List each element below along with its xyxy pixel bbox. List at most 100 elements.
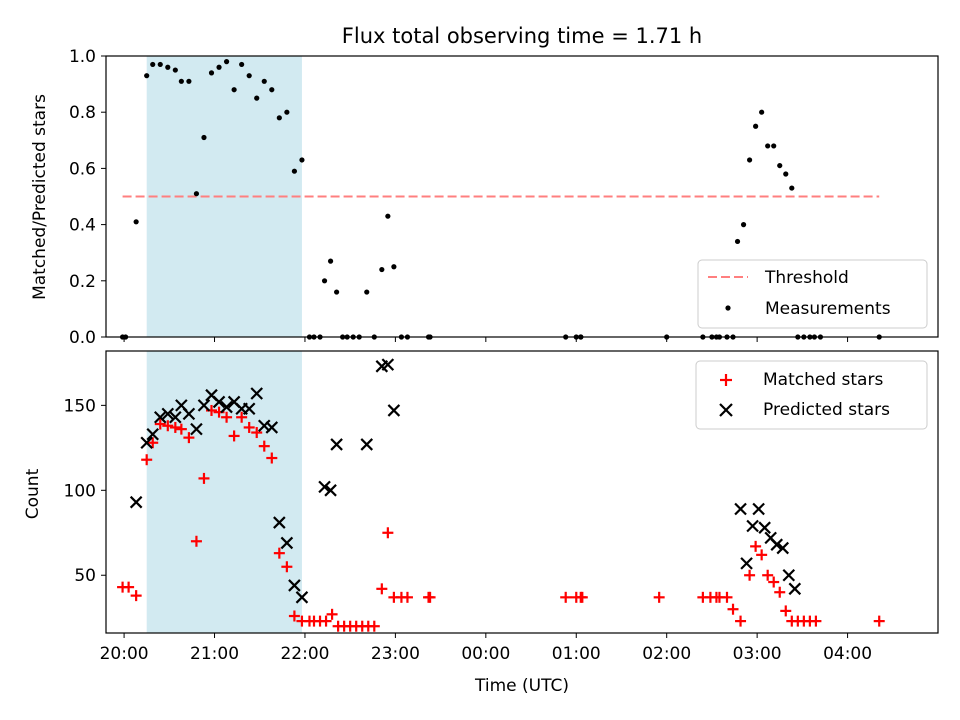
top-y-axis-label: Matched/Predicted stars <box>30 94 50 300</box>
predicted-star-point <box>140 436 153 450</box>
predicted-star-point <box>330 438 343 451</box>
measurement-point <box>364 289 370 295</box>
measurement-point <box>269 87 275 93</box>
matched-star-point <box>273 547 285 559</box>
x-tick-label: 23:00 <box>371 644 420 664</box>
legend-measurements-label: Measurements <box>765 299 891 319</box>
matched-star-point <box>175 423 187 435</box>
bottom-y-tick-label: 100 <box>64 481 96 501</box>
matched-star-point <box>147 437 159 449</box>
x-tick-label: 01:00 <box>552 644 601 664</box>
matched-star-point <box>774 586 786 598</box>
top-x-axis <box>123 337 849 342</box>
matched-star-point <box>560 591 572 603</box>
matched-star-point <box>873 615 885 627</box>
measurement-point <box>157 61 163 68</box>
top-legend: Threshold Measurements <box>697 259 928 329</box>
bottom-y-axis-label: Count <box>23 468 43 519</box>
measurement-point <box>208 70 215 76</box>
measurement-point <box>753 123 759 129</box>
measurement-point <box>740 222 747 228</box>
top-panel: 0.0 0.2 0.4 0.6 0.8 1.0 Matched/Predicted sta… <box>30 47 939 348</box>
measurement-point <box>771 143 777 149</box>
predicted-star-point <box>220 400 233 414</box>
bottom-legend: Matched stars Predicted stars <box>695 360 928 430</box>
predicted-star-point <box>190 422 203 436</box>
measurement-points <box>119 59 882 340</box>
measurement-point <box>783 171 789 177</box>
measurement-point <box>223 59 230 65</box>
matched-star-point <box>243 421 255 433</box>
predicted-star-point <box>295 591 309 604</box>
top-plot-frame <box>105 55 939 338</box>
matched-star-point <box>130 590 142 602</box>
measurement-point <box>321 278 328 284</box>
measurement-point <box>165 64 171 70</box>
measurement-point <box>216 64 222 70</box>
measurement-point <box>254 95 260 101</box>
measurement-point <box>261 78 267 84</box>
measurement-point <box>231 87 237 93</box>
predicted-star-point <box>161 407 175 421</box>
legend-measurements-swatch <box>725 305 731 311</box>
measurement-point <box>276 115 282 121</box>
measurement-point <box>299 157 305 163</box>
measurement-point <box>193 191 200 197</box>
measurement-point <box>734 238 741 245</box>
matched-star-point <box>320 615 332 627</box>
matched-star-point <box>721 591 733 603</box>
matched-star-point <box>401 591 413 603</box>
matched-star-point <box>727 603 739 615</box>
predicted-star-point <box>740 557 753 570</box>
x-tick-label: 02:00 <box>642 644 691 664</box>
matched-star-point <box>221 411 233 423</box>
x-tick-label: 21:00 <box>190 644 239 664</box>
matched-star-point <box>810 615 822 627</box>
bottom-plot-frame <box>105 350 939 634</box>
predicted-star-point <box>782 568 796 582</box>
predicted-star-point <box>770 538 784 551</box>
legend-matched-label: Matched stars <box>763 370 883 390</box>
measurement-point <box>385 213 391 219</box>
matched-star-point <box>141 454 153 466</box>
predicted-star-point <box>734 502 747 516</box>
top-legend-box <box>697 259 928 329</box>
predicted-star-point <box>324 484 337 497</box>
measurement-point <box>291 168 298 174</box>
bottom-x-axis: 20:00 21:00 22:00 23:00 00:00 01:00 02:00 03:00… <box>100 633 872 664</box>
legend-matched-swatch <box>720 374 732 386</box>
matched-star-point <box>768 576 780 588</box>
matched-star-point <box>281 561 293 573</box>
measurement-point <box>777 162 783 169</box>
predicted-star-point <box>280 536 294 550</box>
x-tick-label: 04:00 <box>823 644 872 664</box>
predicted-star-point <box>153 410 167 424</box>
matched-star-point <box>762 569 774 581</box>
measurement-point <box>746 157 753 163</box>
matched-stars-points <box>117 404 885 632</box>
predicted-star-point <box>242 402 256 416</box>
top-y-tick-label: 0.2 <box>69 272 96 292</box>
top-shaded-interval <box>146 56 302 337</box>
bottom-y-tick-label: 50 <box>74 566 96 586</box>
bottom-legend-box <box>695 360 928 430</box>
matched-star-point <box>653 591 665 603</box>
measurement-point <box>334 289 340 295</box>
legend-predicted-label: Predicted stars <box>763 400 890 420</box>
measurement-point <box>172 67 178 73</box>
top-y-tick-label: 1.0 <box>69 47 96 67</box>
x-tick-label: 20:00 <box>100 644 149 664</box>
measurement-point <box>765 143 771 149</box>
bottom-y-tick-label: 150 <box>64 396 96 416</box>
matched-star-point <box>236 411 248 423</box>
matched-star-point <box>251 427 263 439</box>
matched-star-point <box>744 569 756 581</box>
matched-star-point <box>376 583 388 595</box>
matched-star-point <box>326 608 338 620</box>
predicted-star-point <box>318 480 331 494</box>
matched-star-point <box>382 527 394 539</box>
matched-star-point <box>288 610 300 622</box>
matched-star-point <box>780 605 792 617</box>
bottom-shaded-interval <box>146 351 302 633</box>
